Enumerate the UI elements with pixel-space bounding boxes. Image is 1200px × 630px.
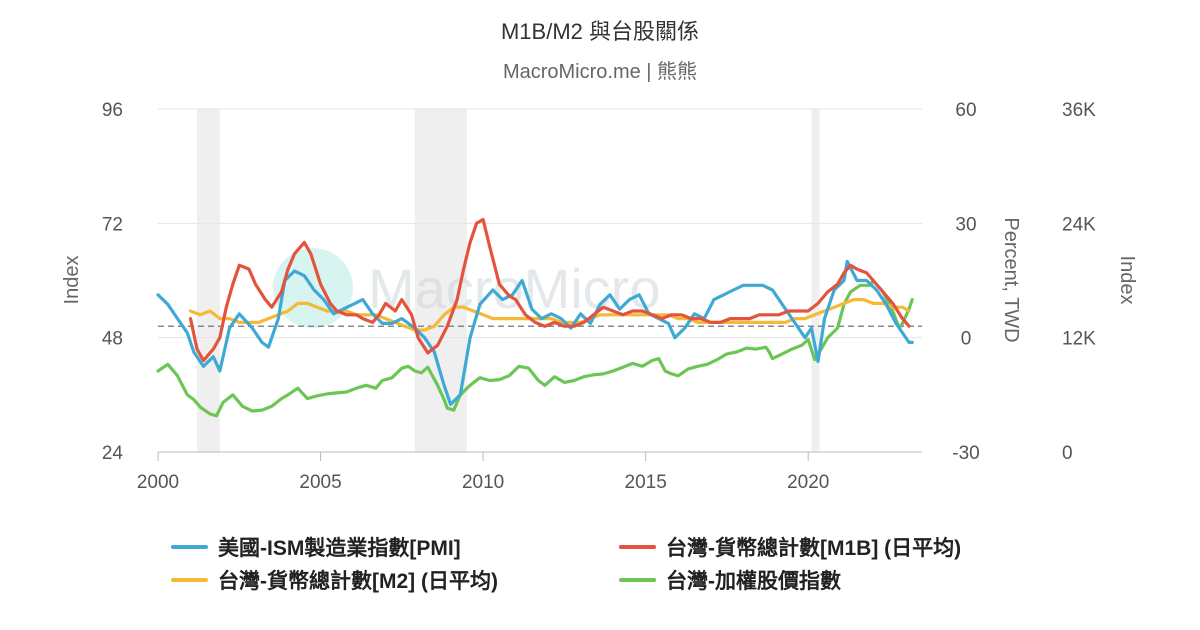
right1-tick-label: 30 [955,214,976,235]
right2-tick-label: 36K [1062,100,1096,121]
chart-subtitle: MacroMicro.me | 熊熊 [503,60,697,83]
series-line-3 [156,278,914,418]
x-tick-label: 2020 [787,472,829,493]
legend-item-1[interactable]: 台灣-貨幣總計數[M1B] (日平均) [619,536,961,560]
left-axis-title: Index [61,256,83,305]
axis-ticks: 24 48 72 96 -30 0 30 60 0 12K 24K 36K 2000 2005 2010 20… [102,100,1096,493]
right2-tick-label: 12K [1062,329,1096,350]
legend: 美國-ISM製造業指數[PMI] 台灣-貨幣總計數[M1B] (日平均) 台灣-貨幣… [171,536,961,593]
x-tick-label: 2010 [462,472,504,493]
legend-item-3[interactable]: 台灣-加權股價指數 [619,569,841,593]
chart-title: M1B/M2 與台股關係 [501,19,699,44]
right2-tick-label: 24K [1062,214,1096,235]
right1-tick-label: 0 [961,329,972,350]
legend-label: 台灣-貨幣總計數[M2] (日平均) [218,569,498,593]
right1-tick-label: -30 [952,443,979,464]
right2-tick-label: 0 [1062,443,1073,464]
legend-label: 台灣-加權股價指數 [666,569,841,593]
x-tick-label: 2015 [625,472,667,493]
left-tick-label: 24 [102,443,124,464]
right-axis-title-percent: Percent, TWD [1000,217,1022,342]
legend-item-0[interactable]: 美國-ISM製造業指數[PMI] [171,536,461,560]
series-lines [156,217,914,418]
series-line-1 [188,217,911,363]
recession-band-0 [197,109,220,452]
grid-lines [158,108,922,453]
left-tick-label: 48 [102,329,123,350]
right1-tick-label: 60 [955,100,976,121]
legend-label: 台灣-貨幣總計數[M1B] (日平均) [666,536,961,560]
right-axis-title-index: Index [1116,256,1138,305]
x-tick-label: 2000 [137,472,179,493]
x-tick-label: 2005 [299,472,341,493]
left-tick-label: 72 [102,214,123,235]
watermark-text: MacroMicro [368,257,660,320]
legend-label: 美國-ISM製造業指數[PMI] [218,536,461,560]
legend-item-2[interactable]: 台灣-貨幣總計數[M2] (日平均) [171,569,498,593]
left-tick-label: 96 [102,100,123,121]
series-line-0 [156,259,914,406]
recession-band-2 [811,109,820,452]
